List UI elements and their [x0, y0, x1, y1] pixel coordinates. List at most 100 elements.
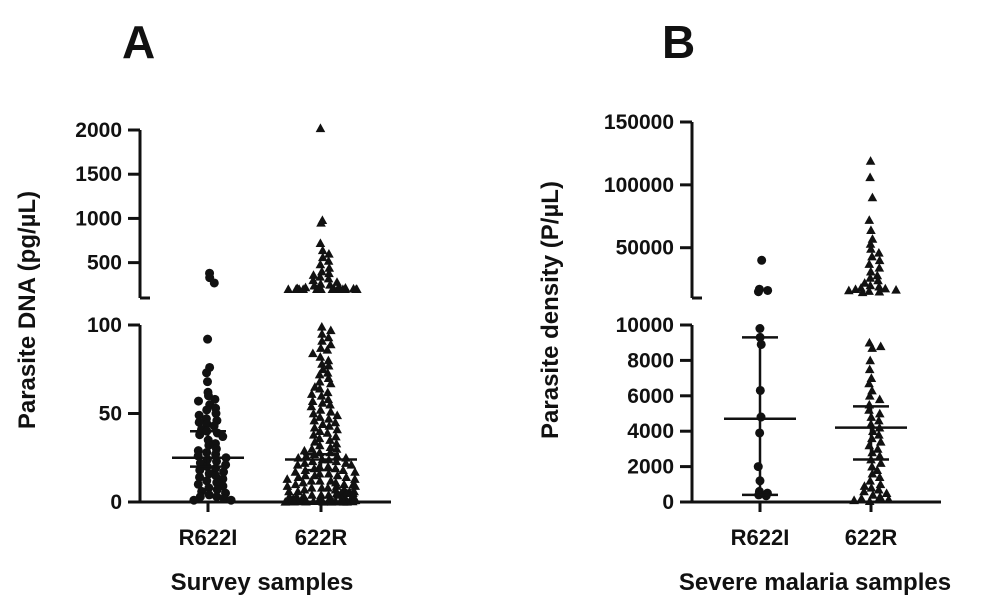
panel-a-622r-point-64 [316, 391, 327, 400]
panel-a-622r-point-39 [351, 284, 361, 293]
panel-a-r622i-point-44 [211, 470, 221, 480]
panel-a-y-tick-label-0: 0 [110, 491, 122, 514]
panel-a-622r-point-40 [314, 284, 325, 293]
panel-a-r622i-point-37 [195, 458, 205, 468]
panel-b-622r-point-9 [867, 251, 877, 261]
panel-a-r622i-point-3 [203, 334, 213, 344]
panel-b: B Parasite density (P/µL) Severe malaria… [537, 16, 951, 596]
panel-b-y-tick-label-4: 8000 [627, 349, 674, 372]
panel-a-622r-point-139 [323, 483, 333, 492]
panel-a-622r-point-11 [324, 268, 334, 278]
panel-a-r622i-point-32 [211, 449, 221, 459]
panel-b-622r-point-63 [873, 484, 884, 494]
panel-b-622r-point-11 [864, 259, 875, 268]
panel-a-y-tick-label-2: 100 [87, 314, 122, 337]
panel-b-622r-point-69 [883, 494, 894, 504]
panel-a-622r-point-93 [331, 444, 342, 453]
panel-a-622r-point-75 [323, 414, 334, 423]
panel-a-622r-point-35 [327, 284, 338, 293]
panel-a-622r-point-67 [317, 398, 328, 407]
panel-b-622r-point-8 [874, 247, 884, 257]
panel-a-622r-point-4 [317, 245, 328, 255]
panel-a-622r-point-127 [315, 475, 325, 485]
panel-a-622r-point-54 [318, 364, 328, 374]
panel-b-622r-point-52 [874, 451, 885, 460]
panel-a-622r-point-43 [317, 329, 327, 338]
panel-a-622r-point-44 [323, 332, 334, 342]
panel-a-r622i-point-14 [211, 409, 221, 418]
panel-b-622r-point-25 [864, 286, 874, 295]
panel-a-622r-point-7 [323, 256, 334, 265]
panel-a-622r-point-107 [341, 458, 351, 467]
panel-b-622r-point-64 [859, 486, 869, 496]
panel-a-622r-point-86 [314, 433, 325, 443]
panel-b-622r-point-54 [876, 458, 886, 467]
panel-b-622r-point-60 [875, 479, 886, 489]
panel-b-622r-point-0 [865, 156, 876, 165]
panel-a-y-tick-label-4: 1000 [75, 207, 122, 230]
panel-a-622r-point-120 [309, 470, 320, 480]
panel-a-category-label-0: R622I [179, 525, 238, 550]
panel-b-622r-point-27 [857, 287, 868, 297]
panel-b-622r-point-24 [844, 285, 854, 295]
panel-b-r622i-point-4 [755, 324, 765, 334]
panel-b-622r-point-48 [875, 437, 886, 446]
panel-a-622r-point-76 [309, 415, 320, 425]
panel-a-622r-point-66 [307, 396, 318, 405]
panel-b-622r-point-26 [874, 286, 885, 296]
panel-a-r622i-point-41 [195, 465, 205, 475]
panel-a-622r-point-123 [341, 472, 352, 482]
panel-a-r622i-point-36 [212, 456, 222, 466]
panel-a-622r-point-13 [315, 271, 325, 281]
panel-a-622r-point-56 [314, 369, 325, 379]
panel-a-622r-point-133 [290, 479, 301, 489]
panel-a-622r-point-41 [317, 321, 327, 331]
panel-a-y-tick-label-6: 2000 [75, 119, 122, 142]
panel-a-622r-point-72 [308, 408, 319, 418]
panel-b-axes: 0 2000 4000 6000 8000 10000 50000 100000 150000 [604, 111, 941, 514]
panel-a-622r-point-3 [315, 238, 326, 248]
panel-a-622r-point-8 [315, 259, 326, 269]
panel-a-622r-point-109 [346, 460, 357, 469]
panel-a-r622i-point-2 [209, 278, 219, 288]
panel-b-622r-point-31 [865, 355, 875, 365]
panel-a-r622i-point-15 [194, 410, 204, 420]
panel-b-622r-point-46 [874, 429, 884, 439]
panel-b-622r-point-59 [865, 475, 875, 485]
panel-a-622r-point-25 [283, 284, 294, 293]
panel-a-622r-point-73 [332, 410, 343, 420]
panel-b-622r-point-10 [874, 255, 885, 265]
panel-a-622r-point-79 [324, 421, 335, 430]
panel-a-622r-point-12 [308, 270, 319, 279]
panel-a-622r-point-59 [325, 378, 336, 388]
panel-b-r622i-point-2 [763, 285, 773, 295]
panel-a-r622i-point-59 [189, 495, 199, 505]
panel-b-622r-point-30 [867, 343, 878, 352]
panel-a-622r-point-129 [306, 475, 317, 485]
panel-a-622r-point-83 [322, 428, 333, 437]
panel-a-622r-point-87 [325, 435, 335, 444]
panel-a-622r-point-53 [323, 360, 334, 370]
panel-a-622r-point-55 [322, 367, 333, 377]
panel-a-622r-point-42 [325, 325, 336, 335]
panel-a-622r-point-89 [331, 438, 342, 448]
panel-b-622r-point-61 [859, 481, 870, 490]
panel-a-622r-point-88 [310, 437, 320, 446]
panel-a-622r-point-104 [307, 456, 318, 466]
panel-a-622r-point-2 [316, 218, 326, 227]
panel-b-622r-point-37 [874, 394, 885, 404]
panel-a-622r-point-154 [307, 490, 317, 499]
panel-a-622r-point-193 [326, 497, 337, 506]
panel-a-r622i-point-47 [202, 476, 212, 486]
panel-a-axes: 0 50 100 500 1000 1500 2000 [75, 119, 391, 514]
panel-b-622r-point-57 [867, 468, 878, 478]
panel-a-622r-point-191 [338, 497, 349, 506]
panel-a-r622i-point-45 [195, 472, 205, 482]
panel-a-label: A [122, 16, 155, 68]
panel-a-points [189, 123, 362, 506]
panel-a-622r-point-186 [289, 496, 299, 506]
panel-b-622r-point-56 [872, 465, 883, 474]
panel-b-622r-point-22 [850, 284, 861, 294]
panel-b-622r-point-36 [864, 391, 875, 400]
panel-b-622r-point-40 [874, 408, 885, 418]
